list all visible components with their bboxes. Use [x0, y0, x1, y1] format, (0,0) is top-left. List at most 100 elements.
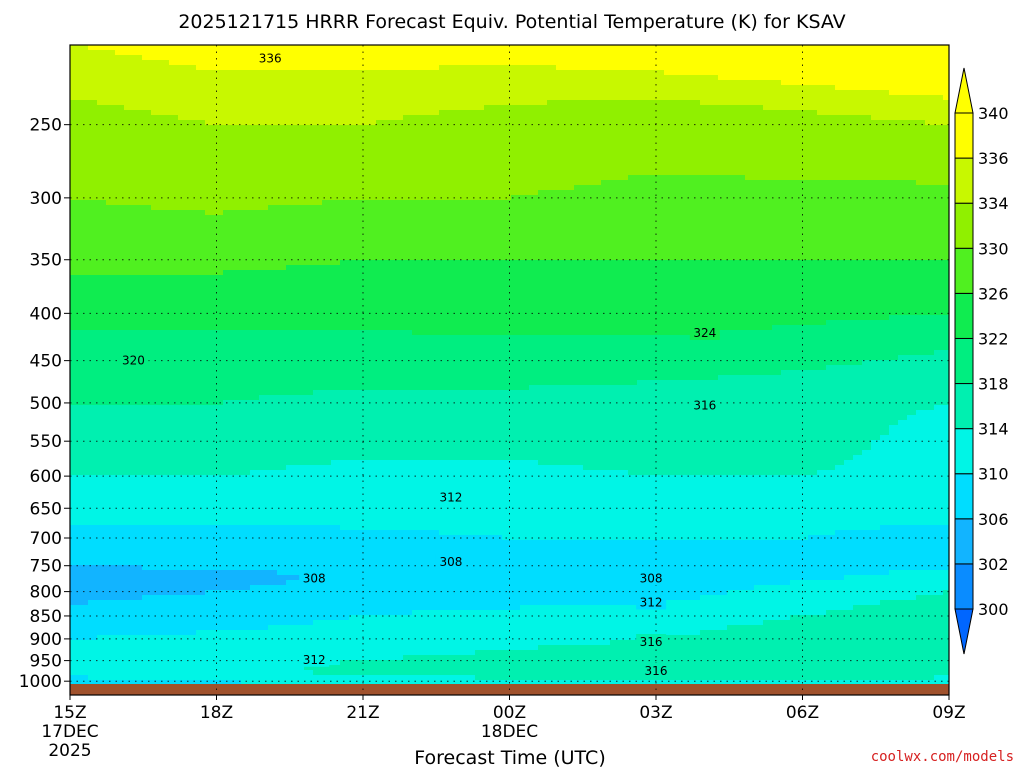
field-cell — [169, 185, 179, 191]
field-cell — [160, 390, 170, 396]
field-cell — [70, 115, 80, 121]
field-cell — [322, 90, 332, 96]
field-cell — [277, 240, 287, 246]
field-cell — [394, 270, 404, 276]
field-cell — [70, 530, 80, 536]
field-cell — [133, 660, 143, 666]
field-cell — [367, 315, 377, 321]
field-cell — [250, 210, 260, 216]
field-cell — [286, 445, 296, 451]
field-cell — [367, 625, 377, 631]
field-cell — [358, 130, 368, 136]
field-cell — [376, 100, 386, 106]
field-cell — [268, 495, 278, 501]
field-cell — [160, 305, 170, 311]
field-cell — [376, 310, 386, 316]
field-cell — [169, 435, 179, 441]
field-cell — [106, 505, 116, 511]
field-cell — [376, 335, 386, 341]
field-cell — [259, 675, 269, 681]
field-cell — [376, 520, 386, 526]
field-cell — [394, 575, 404, 581]
field-cell — [403, 235, 413, 241]
field-cell — [178, 570, 188, 576]
field-cell — [385, 450, 395, 456]
field-cell — [286, 95, 296, 101]
field-cell — [187, 360, 197, 366]
field-cell — [160, 45, 170, 51]
field-cell — [214, 230, 224, 236]
field-cell — [367, 160, 377, 166]
field-cell — [349, 665, 359, 671]
field-cell — [187, 325, 197, 331]
field-cell — [295, 240, 305, 246]
field-cell — [349, 535, 359, 541]
field-cell — [259, 295, 269, 301]
field-cell — [124, 100, 134, 106]
field-cell — [286, 410, 296, 416]
field-cell — [403, 430, 413, 436]
field-cell — [277, 185, 287, 191]
field-cell — [250, 305, 260, 311]
field-cell — [151, 570, 161, 576]
field-cell — [304, 510, 314, 516]
field-cell — [133, 600, 143, 606]
field-cell — [358, 360, 368, 366]
field-cell — [124, 330, 134, 336]
field-cell — [205, 355, 215, 361]
field-cell — [313, 205, 323, 211]
field-cell — [70, 65, 80, 71]
field-cell — [358, 620, 368, 626]
field-cell — [178, 45, 188, 51]
field-cell — [286, 360, 296, 366]
field-cell — [286, 295, 296, 301]
field-cell — [151, 650, 161, 656]
field-cell — [97, 425, 107, 431]
field-cell — [178, 160, 188, 166]
temperature-field — [70, 45, 949, 695]
field-cell — [376, 575, 386, 581]
field-cell — [178, 480, 188, 486]
field-cell — [340, 550, 350, 556]
field-cell — [412, 50, 422, 56]
field-cell — [106, 395, 116, 401]
field-cell — [88, 395, 98, 401]
field-cell — [214, 50, 224, 56]
field-cell — [106, 185, 116, 191]
field-cell — [250, 460, 260, 466]
field-cell — [394, 85, 404, 91]
field-cell — [196, 495, 206, 501]
field-cell — [124, 660, 134, 666]
field-cell — [196, 125, 206, 131]
field-cell — [295, 485, 305, 491]
field-cell — [259, 420, 269, 426]
field-cell — [133, 185, 143, 191]
field-cell — [178, 140, 188, 146]
field-cell — [124, 435, 134, 441]
field-cell — [385, 460, 395, 466]
field-cell — [79, 235, 89, 241]
field-cell — [142, 415, 152, 421]
field-cell — [133, 45, 143, 51]
field-cell — [304, 65, 314, 71]
field-cell — [250, 660, 260, 666]
field-cell — [151, 385, 161, 391]
field-cell — [106, 110, 116, 116]
field-cell — [250, 540, 260, 546]
field-cell — [124, 500, 134, 506]
field-cell — [70, 160, 80, 166]
field-cell — [70, 675, 80, 681]
field-cell — [349, 575, 359, 581]
field-cell — [367, 120, 377, 126]
field-cell — [160, 245, 170, 251]
field-cell — [277, 310, 287, 316]
field-cell — [178, 670, 188, 676]
field-cell — [79, 475, 89, 481]
field-cell — [232, 285, 242, 291]
field-cell — [340, 290, 350, 296]
field-cell — [79, 355, 89, 361]
field-cell — [268, 215, 278, 221]
field-cell — [106, 180, 116, 186]
field-cell — [232, 180, 242, 186]
field-cell — [403, 265, 413, 271]
